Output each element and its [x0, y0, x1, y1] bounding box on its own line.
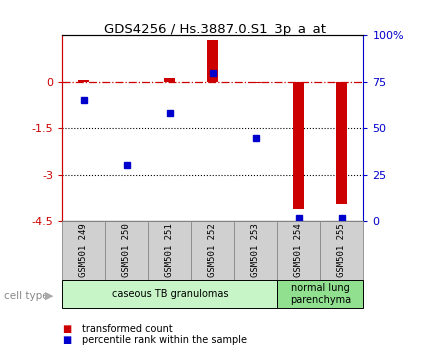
Bar: [164, 78, 175, 82]
Bar: [277, 221, 320, 280]
Text: percentile rank within the sample: percentile rank within the sample: [82, 335, 247, 345]
Bar: [337, 82, 347, 204]
Bar: [234, 221, 277, 280]
Bar: [250, 82, 261, 83]
Text: GSM501 249: GSM501 249: [80, 223, 88, 277]
Text: ■: ■: [62, 335, 72, 345]
Text: GSM501 254: GSM501 254: [295, 223, 303, 277]
Text: normal lung
parenchyma: normal lung parenchyma: [290, 283, 351, 305]
Bar: [62, 221, 105, 280]
Text: GSM501 255: GSM501 255: [338, 223, 346, 277]
Text: cell type: cell type: [4, 291, 49, 301]
Text: GSM501 250: GSM501 250: [123, 223, 131, 277]
Bar: [148, 221, 191, 280]
Bar: [191, 221, 234, 280]
Text: GSM501 253: GSM501 253: [252, 223, 260, 277]
Bar: [293, 82, 304, 209]
Bar: [105, 221, 148, 280]
Bar: [62, 280, 277, 308]
Bar: [277, 280, 363, 308]
Bar: [78, 80, 89, 82]
Text: ▶: ▶: [45, 291, 54, 301]
Bar: [320, 221, 363, 280]
Bar: [207, 40, 218, 82]
Text: ■: ■: [62, 324, 72, 334]
Text: caseous TB granulomas: caseous TB granulomas: [112, 289, 228, 299]
Text: GDS4256 / Hs.3887.0.S1_3p_a_at: GDS4256 / Hs.3887.0.S1_3p_a_at: [104, 23, 326, 36]
Text: GSM501 252: GSM501 252: [209, 223, 217, 277]
Text: GSM501 251: GSM501 251: [166, 223, 174, 277]
Text: transformed count: transformed count: [82, 324, 172, 334]
